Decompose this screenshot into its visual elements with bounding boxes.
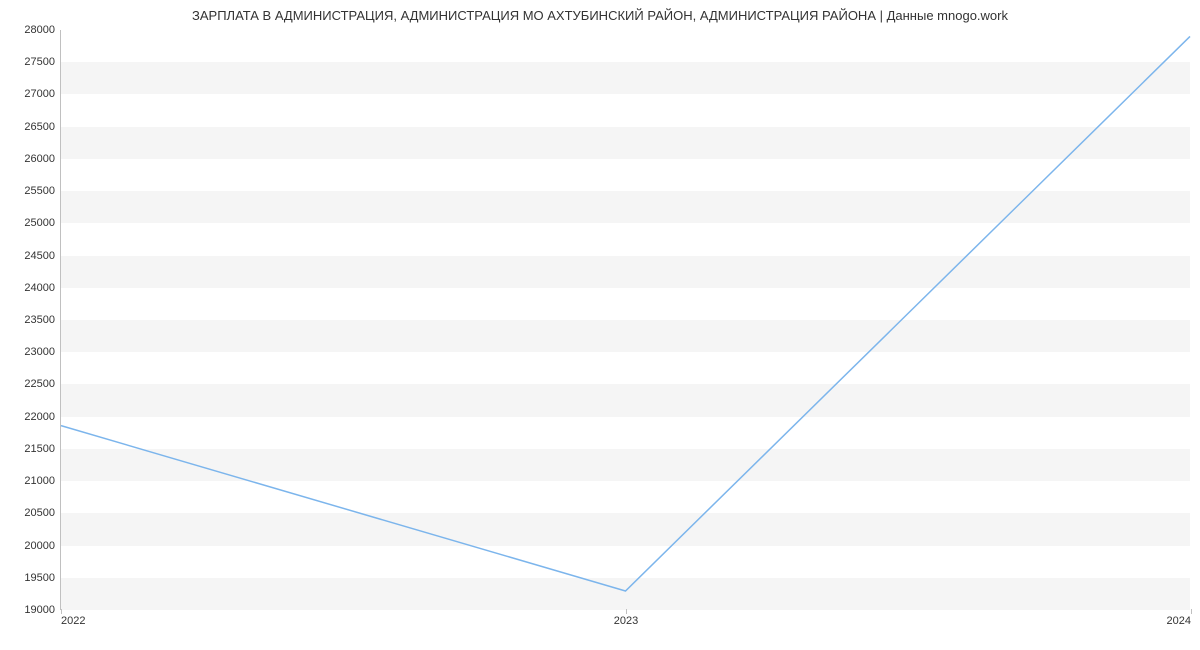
y-tick-label: 26000 [24, 153, 55, 165]
y-tick-label: 20000 [24, 540, 55, 552]
y-tick-label: 25000 [24, 217, 55, 229]
x-tick-mark [1191, 609, 1192, 614]
chart-title: ЗАРПЛАТА В АДМИНИСТРАЦИЯ, АДМИНИСТРАЦИЯ … [0, 8, 1200, 23]
y-tick-label: 24000 [24, 282, 55, 294]
x-tick-mark [61, 609, 62, 614]
y-tick-label: 21000 [24, 475, 55, 487]
y-tick-label: 27000 [24, 88, 55, 100]
y-tick-label: 21500 [24, 443, 55, 455]
series-layer [61, 30, 1190, 609]
y-tick-label: 23500 [24, 314, 55, 326]
x-tick-label: 2022 [61, 615, 85, 627]
y-tick-label: 19000 [24, 604, 55, 616]
y-tick-label: 20500 [24, 507, 55, 519]
plot-area: 1900019500200002050021000215002200022500… [60, 30, 1190, 610]
x-tick-label: 2023 [614, 615, 638, 627]
y-tick-label: 24500 [24, 250, 55, 262]
y-tick-label: 27500 [24, 56, 55, 68]
y-tick-label: 25500 [24, 185, 55, 197]
x-tick-label: 2024 [1167, 615, 1191, 627]
salary-line [61, 36, 1190, 591]
y-tick-label: 23000 [24, 346, 55, 358]
y-tick-label: 19500 [24, 572, 55, 584]
y-tick-label: 26500 [24, 121, 55, 133]
y-tick-label: 22500 [24, 378, 55, 390]
x-tick-mark [626, 609, 627, 614]
y-tick-label: 28000 [24, 24, 55, 36]
y-tick-label: 22000 [24, 411, 55, 423]
